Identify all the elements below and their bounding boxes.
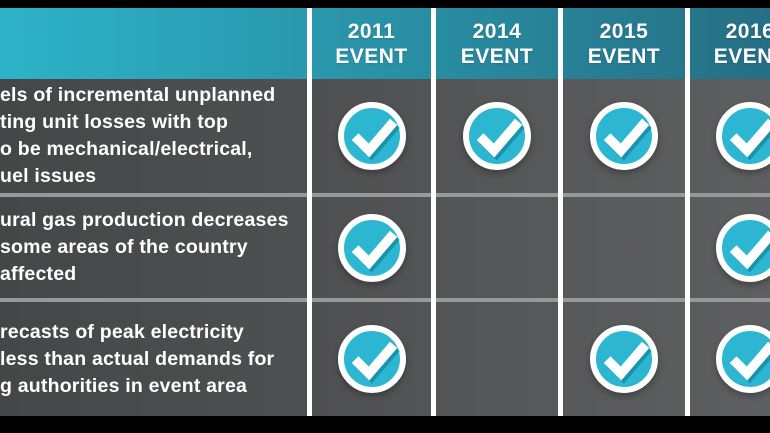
- cell-r3-2011: [312, 302, 431, 416]
- cell-r1-2015: [563, 79, 685, 193]
- cell-r1-2016: [690, 79, 770, 193]
- table-row: els of incremental unplanned ting unit l…: [0, 79, 770, 193]
- row-separator: [0, 298, 770, 302]
- check-icon: [716, 213, 770, 282]
- check-icon: [337, 325, 406, 393]
- check-icon: [463, 102, 531, 170]
- cell-r3-2016: [690, 302, 770, 416]
- cell-r1-2011: [312, 79, 431, 193]
- table-row: ural gas production decreases some areas…: [0, 197, 770, 298]
- row-separator: [0, 193, 770, 197]
- row-label-unplanned-unit-losses: els of incremental unplanned ting unit l…: [0, 84, 276, 187]
- check-icon: [337, 102, 406, 170]
- cell-r3-2014: [436, 302, 558, 416]
- column-header-2011: 2011 EVENT: [335, 19, 408, 68]
- column-separator: [685, 8, 690, 416]
- cell-r2-2016: [690, 197, 770, 298]
- cell-r2-2015: [563, 197, 685, 298]
- cell-r2-2014: [436, 197, 558, 298]
- column-header-2014: 2014 EVENT: [460, 19, 534, 68]
- check-icon: [716, 102, 770, 170]
- table-header: [0, 8, 770, 79]
- row-label-gas-production-decreases: ural gas production decreases some areas…: [0, 209, 289, 285]
- column-separator: [307, 8, 312, 416]
- cell-r2-2011: [312, 197, 431, 298]
- check-icon: [337, 213, 406, 282]
- table-row: recasts of peak electricity less than ac…: [0, 302, 770, 416]
- event-comparison-table: 2011 EVENT 2014 EVENT 2015 EVENT 2016 EV…: [0, 8, 770, 416]
- cell-r3-2015: [563, 302, 685, 416]
- column-header-2015: 2015 EVENT: [587, 19, 661, 68]
- column-separator: [558, 8, 563, 416]
- column-header-2016: 2016 EVENT: [713, 19, 770, 68]
- row-label-peak-electricity-forecasts: recasts of peak electricity less than ac…: [0, 320, 275, 397]
- check-icon: [590, 325, 658, 393]
- column-separator: [431, 8, 436, 416]
- check-icon: [590, 102, 658, 170]
- check-icon: [716, 325, 770, 393]
- cell-r1-2014: [436, 79, 558, 193]
